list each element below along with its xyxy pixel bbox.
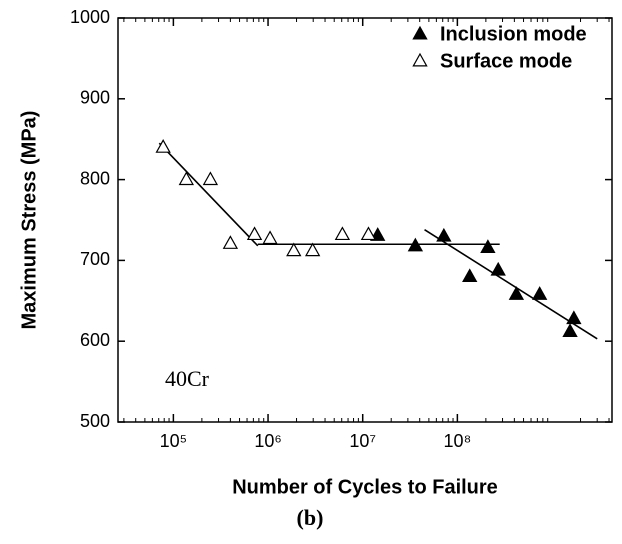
point: [286, 242, 302, 257]
caption: (b): [297, 505, 324, 530]
legend-marker: [412, 52, 428, 67]
y-tick-label: 500: [80, 411, 110, 431]
x-axis-label: Number of Cycles to Failure: [232, 476, 498, 498]
y-axis-label: Maximum Stress (MPa): [18, 111, 40, 330]
point: [480, 239, 496, 253]
point: [262, 230, 278, 245]
point: [178, 171, 194, 186]
point: [304, 242, 321, 257]
x-tick-label: 10⁵: [160, 431, 187, 451]
point: [222, 235, 239, 249]
annotation: 40Cr: [165, 366, 210, 391]
legend-marker: [412, 25, 428, 40]
legend-label: Surface mode: [440, 50, 572, 72]
point: [407, 237, 424, 252]
point: [490, 261, 506, 276]
point: [334, 226, 351, 241]
y-tick-label: 700: [80, 249, 110, 269]
fit-line: [158, 142, 259, 247]
legend-label: Inclusion mode: [440, 23, 587, 45]
point: [566, 310, 582, 325]
point: [562, 323, 578, 338]
x-tick-label: 10⁷: [349, 431, 376, 451]
point: [508, 286, 525, 300]
x-tick-label: 10⁸: [444, 431, 472, 451]
point: [155, 139, 171, 153]
point: [462, 268, 478, 283]
y-tick-label: 1000: [70, 7, 110, 27]
point: [202, 171, 219, 186]
y-tick-label: 900: [80, 88, 110, 108]
point: [436, 227, 452, 242]
x-tick-label: 10⁶: [254, 431, 281, 451]
point: [360, 226, 377, 241]
y-tick-label: 800: [80, 168, 110, 188]
plot-frame: [117, 17, 613, 423]
point: [531, 286, 548, 300]
point: [246, 226, 263, 241]
y-tick-label: 600: [80, 330, 110, 350]
